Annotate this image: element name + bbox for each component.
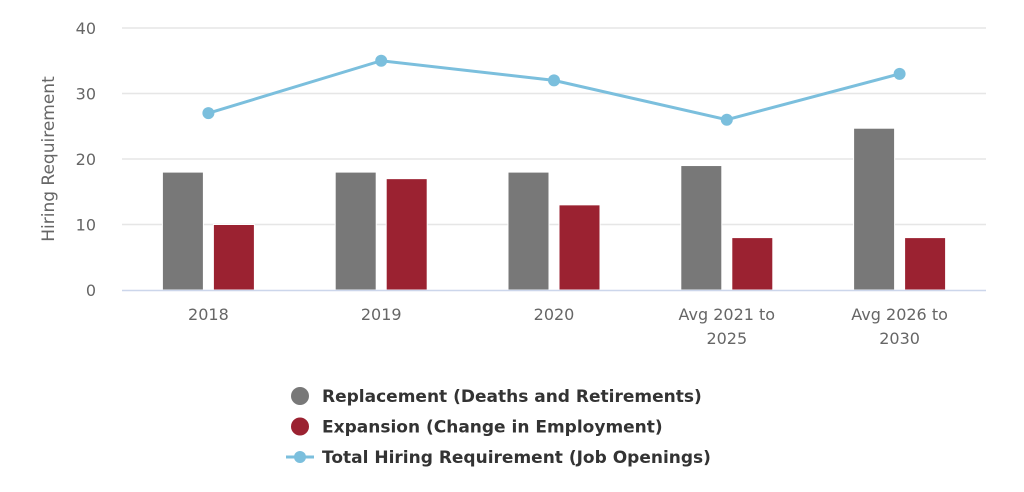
x-tick-label: 2018 [188, 305, 229, 324]
y-tick-label: 40 [76, 19, 96, 38]
bar-expansion [385, 178, 428, 291]
legend-item: Replacement (Deaths and Retirements) [322, 387, 702, 407]
legend-marker-icon [291, 417, 309, 436]
bar-expansion [558, 204, 601, 291]
line-point [202, 107, 215, 120]
x-tick-label: 2030 [879, 329, 920, 348]
line-series [207, 59, 900, 122]
y-tick-label: 10 [76, 216, 96, 235]
bar-expansion [731, 237, 774, 291]
bar-replacement [334, 171, 377, 291]
line-point [893, 67, 906, 80]
y-tick-label: 30 [76, 85, 96, 104]
x-tick-label: Avg 2026 to [851, 305, 948, 324]
x-tick-label: Avg 2021 to [679, 305, 776, 324]
line-point [375, 54, 388, 67]
bar-expansion [212, 224, 255, 291]
line-point [720, 113, 733, 126]
bar-replacement [161, 171, 204, 291]
y-tick-label: 20 [76, 150, 96, 169]
bar-replacement [853, 127, 896, 291]
legend-marker-icon [291, 387, 309, 405]
x-tick-label: 2020 [534, 305, 575, 324]
x-tick-label: 2019 [361, 305, 402, 324]
y-tick-label: 0 [86, 281, 96, 300]
legend-marker-icon [294, 451, 306, 463]
bar-expansion [904, 237, 947, 291]
x-tick-label: 2025 [706, 329, 747, 348]
bar-replacement [680, 165, 723, 291]
bar-replacement [507, 171, 550, 291]
legend-item: Total Hiring Requirement (Job Openings) [322, 448, 711, 468]
y-axis-label: Hiring Requirement [39, 76, 59, 242]
legend-item: Expansion (Change in Employment) [322, 418, 663, 438]
line-point [548, 74, 560, 87]
